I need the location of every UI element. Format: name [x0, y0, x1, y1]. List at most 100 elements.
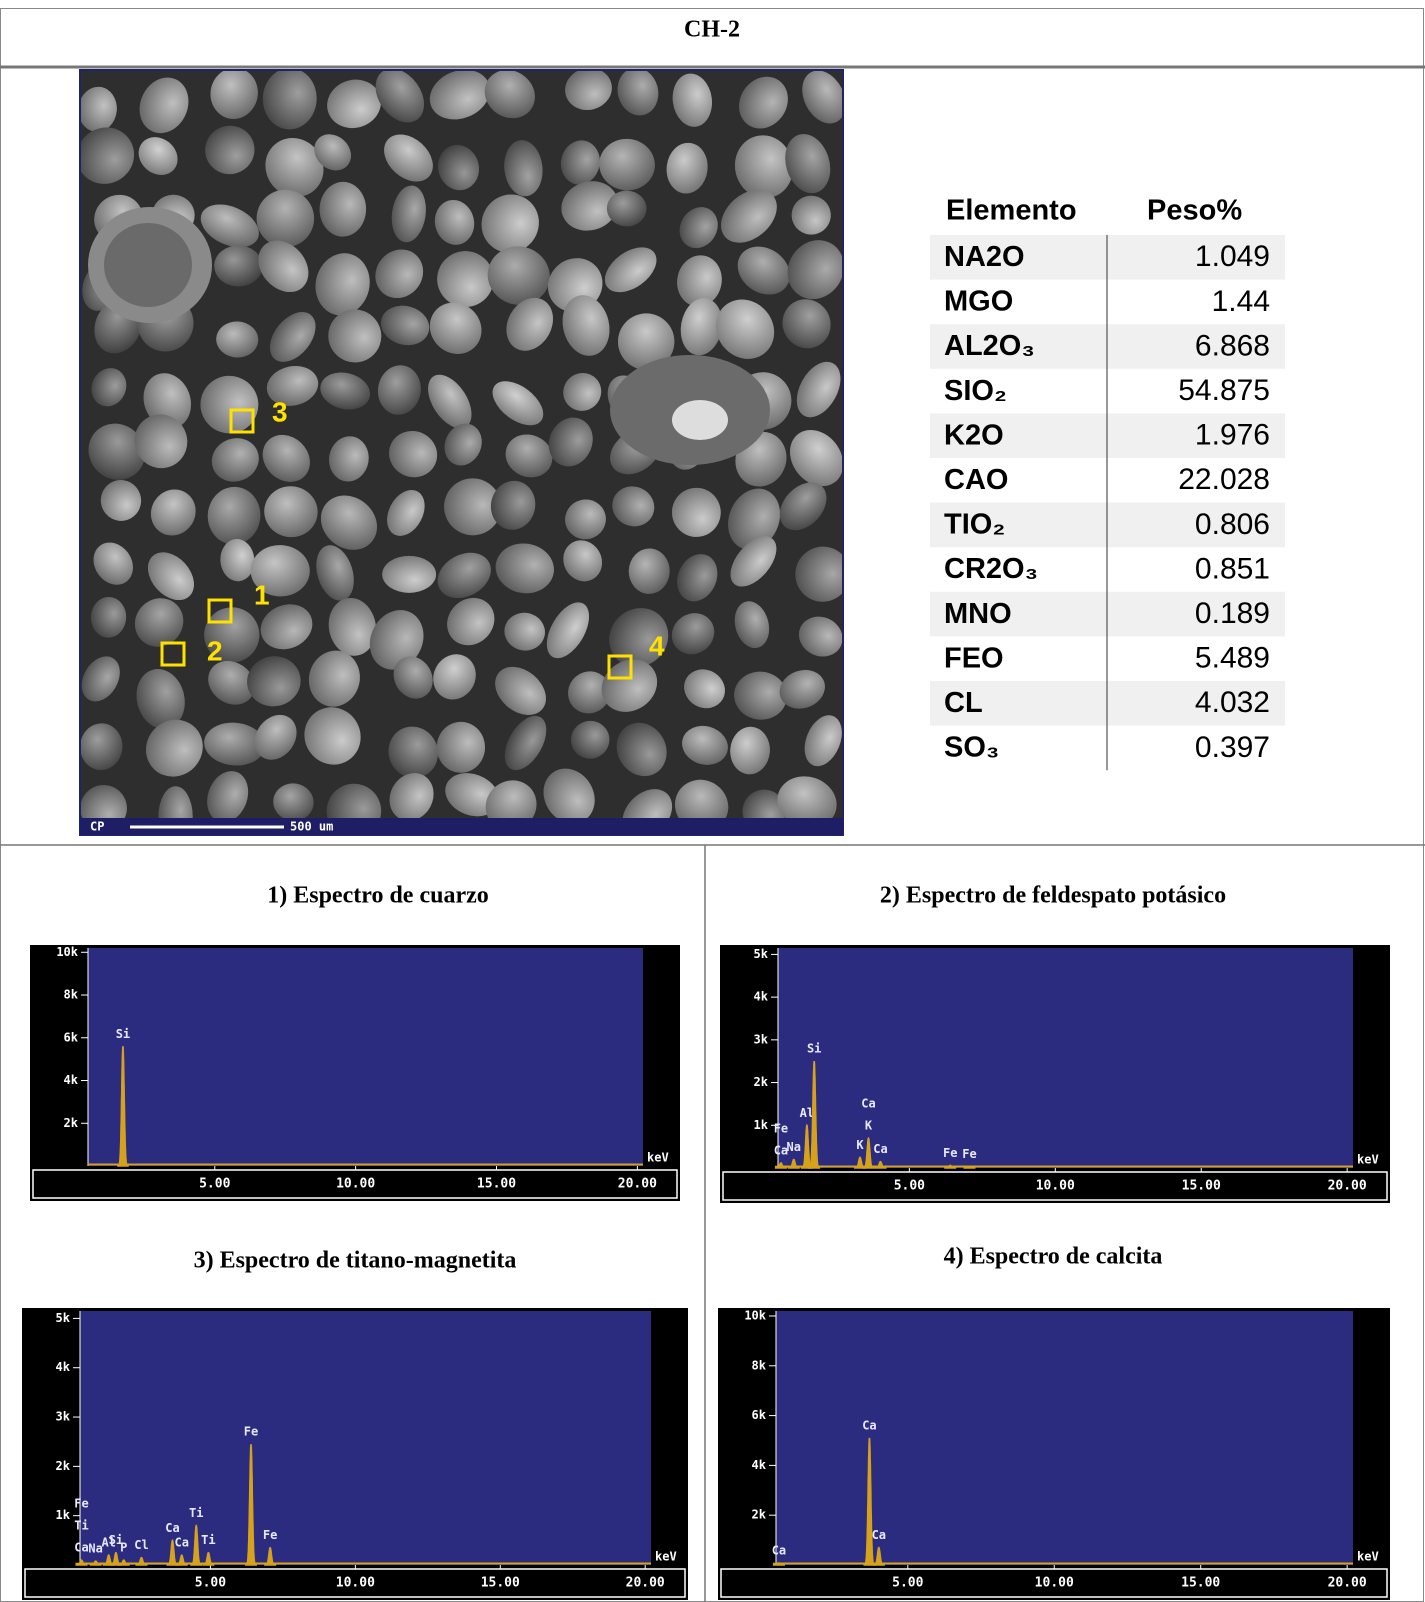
grain-shade: [563, 540, 603, 582]
grain-shade: [262, 70, 317, 130]
plot-area: [778, 948, 1353, 1168]
grain-shade: [779, 482, 827, 531]
grain-shade: [562, 295, 610, 356]
peak: [89, 1560, 102, 1566]
peak-label: Ca: [74, 1541, 88, 1555]
grain-shade: [563, 372, 602, 411]
grain-shade: [495, 666, 546, 715]
grain-shade: [150, 489, 196, 536]
sem-image: CP 500 um 12 3 4: [79, 69, 844, 836]
grain-shade: [506, 297, 553, 351]
grain-shade: [671, 613, 715, 655]
x-tick-label: 5.00: [892, 1576, 923, 1591]
peak: [862, 1137, 875, 1169]
peak-label: Fe: [962, 1147, 976, 1161]
grain-shade: [484, 70, 535, 119]
grain-shade: [207, 486, 261, 545]
element-name: AL2O₃: [944, 330, 1035, 362]
grain-shade: [139, 77, 189, 134]
y-tick-label: 2k: [64, 1116, 79, 1130]
grain-shade: [570, 720, 610, 759]
grain-shade: [80, 127, 135, 184]
weight-value: 54.875: [1178, 374, 1270, 407]
element-name: SO₃: [944, 732, 999, 764]
grain-shade: [211, 438, 259, 482]
weight-value: 0.851: [1195, 552, 1270, 585]
x-unit: keV: [647, 1151, 669, 1165]
x-tick-label: 5.00: [199, 1177, 230, 1192]
peak: [117, 1046, 129, 1167]
weight-value: 6.868: [1195, 329, 1270, 362]
grain: [672, 400, 728, 440]
grain-shade: [266, 365, 319, 406]
grain-shade: [269, 312, 316, 362]
peak-label: Ca: [175, 1536, 189, 1550]
marker-box: [607, 654, 633, 680]
grain-shade: [429, 70, 490, 120]
grain-shade: [93, 542, 133, 585]
peak: [787, 1158, 800, 1169]
grain-shade: [616, 722, 667, 777]
grain-shade: [387, 489, 425, 536]
marker-label: 2: [207, 635, 223, 666]
grain-shade: [258, 240, 309, 293]
scale-label: 500 um: [290, 820, 333, 834]
weight-value: 1.976: [1195, 419, 1270, 452]
grain-shade: [80, 723, 123, 771]
grain-shade: [434, 199, 475, 245]
peak-label: Ca: [872, 1528, 886, 1542]
element-name: NA2O: [944, 241, 1025, 273]
peak-label: Ca: [873, 1142, 887, 1156]
peak: [117, 1559, 130, 1566]
spectrum-title: 4) Espectro de calcita: [944, 1244, 1163, 1270]
grain-shade: [782, 299, 831, 349]
spectra: 1) Espectro de cuarzo 2k 4k 6k 8k 10k 5.00 10.0…: [22, 883, 1390, 1600]
grain-shade: [612, 486, 655, 527]
grain-shade: [143, 373, 192, 429]
element-name: SIO₂: [944, 375, 1007, 407]
grain-shade: [304, 707, 361, 765]
grain-shade: [543, 768, 595, 824]
element-name: FEO: [944, 642, 1004, 674]
element-name: TIO₂: [944, 509, 1005, 541]
column-header: Elemento: [946, 195, 1077, 227]
grain-shade: [377, 365, 421, 415]
grain-shade: [606, 190, 647, 227]
plot-area: [776, 1311, 1353, 1565]
grain-shade: [791, 195, 831, 235]
grain-shade: [437, 251, 494, 308]
marker-box: [229, 408, 255, 434]
scale-strip: [80, 818, 843, 835]
y-tick-label: 8k: [64, 988, 79, 1002]
element-name: CL: [944, 687, 983, 719]
peak-label: Cl: [134, 1538, 148, 1552]
grain-shade: [677, 554, 718, 602]
grain-shade: [200, 375, 259, 434]
grain-shade: [433, 654, 476, 700]
y-tick-label: 6k: [64, 1030, 79, 1044]
grain-shade: [628, 548, 670, 594]
grain-shade: [80, 86, 117, 132]
y-tick-label: 1k: [56, 1508, 71, 1522]
peak: [872, 1546, 885, 1566]
x-tick-label: 15.00: [477, 1177, 516, 1192]
spectrum-title: 1) Espectro de cuarzo: [267, 883, 489, 909]
grain-shade: [737, 246, 790, 295]
y-tick-label: 10k: [56, 945, 78, 959]
grain-shade: [428, 374, 472, 429]
x-tick-label: 20.00: [1328, 1179, 1367, 1194]
weight-value: 0.397: [1195, 731, 1270, 764]
y-tick-label: 10k: [744, 1308, 766, 1322]
grain-shade: [214, 245, 263, 287]
grain-shade: [739, 76, 788, 129]
grain-shade: [672, 73, 712, 127]
grain-shade: [158, 786, 193, 835]
peak: [75, 1559, 88, 1566]
grain-shade: [546, 602, 590, 659]
grain-shade: [308, 650, 360, 707]
grain-shade: [679, 207, 718, 249]
grain-shade: [505, 434, 553, 478]
grain-shade: [320, 495, 377, 550]
x-tick-label: 10.00: [1036, 1179, 1075, 1194]
